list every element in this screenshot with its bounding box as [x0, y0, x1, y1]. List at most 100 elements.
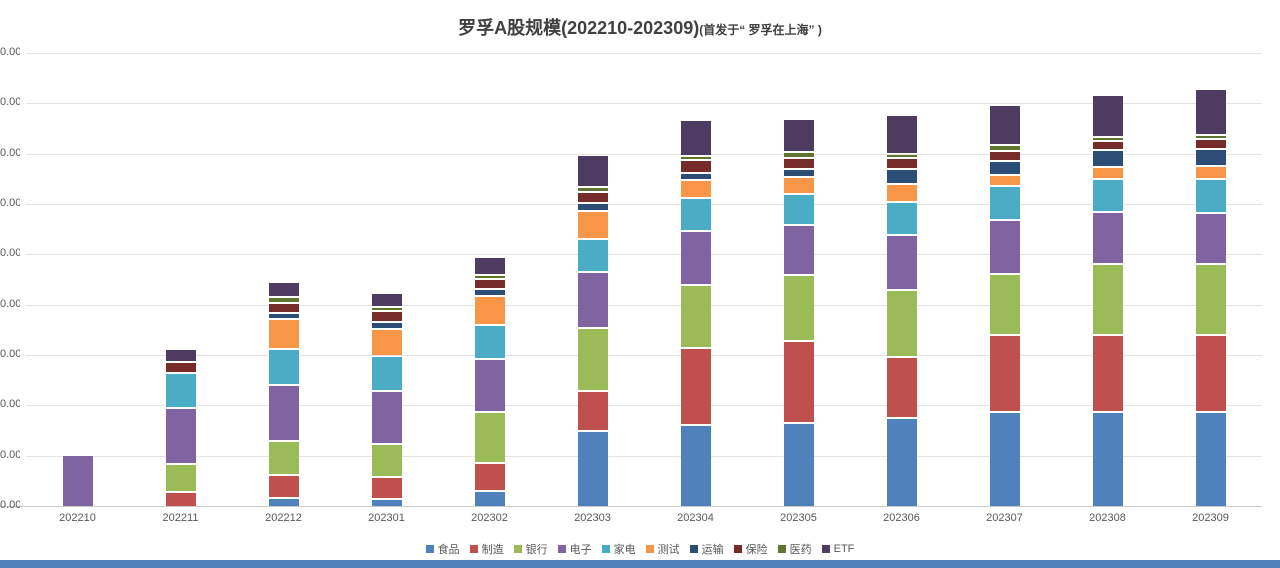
bar-segment-电子-202304[interactable] [680, 231, 711, 285]
bar-segment-银行-202301[interactable] [371, 445, 402, 476]
bar-segment-医药-202305[interactable] [783, 153, 814, 157]
stacked-bar-202301[interactable] [371, 293, 402, 506]
bar-segment-测试-202303[interactable] [577, 211, 608, 239]
bar-segment-ETF-202302[interactable] [474, 258, 505, 274]
bar-segment-电子-202306[interactable] [886, 235, 917, 290]
bar-segment-ETF-202304[interactable] [680, 120, 711, 155]
legend-item-制造[interactable]: 制造 [469, 541, 504, 557]
bar-segment-ETF-202306[interactable] [886, 116, 917, 153]
bar-segment-保险-202303[interactable] [577, 192, 608, 203]
legend-item-测试[interactable]: 测试 [645, 541, 680, 557]
bar-segment-银行-202309[interactable] [1195, 265, 1226, 335]
bar-segment-银行-202212[interactable] [268, 442, 299, 475]
bar-segment-医药-202303[interactable] [577, 188, 608, 191]
bar-segment-食品-202306[interactable] [886, 418, 917, 506]
bar-segment-制造-202302[interactable] [474, 463, 505, 491]
bar-segment-食品-202305[interactable] [783, 423, 814, 506]
bar-segment-电子-202308[interactable] [1092, 213, 1123, 264]
bar-segment-电子-202301[interactable] [371, 391, 402, 444]
bar-segment-运输-202212[interactable] [268, 314, 299, 318]
bar-segment-制造-202212[interactable] [268, 476, 299, 497]
bar-segment-保险-202211[interactable] [165, 362, 196, 372]
legend-item-银行[interactable]: 银行 [513, 541, 548, 557]
bar-segment-测试-202309[interactable] [1195, 167, 1226, 179]
bar-segment-运输-202305[interactable] [783, 170, 814, 177]
bar-segment-医药-202301[interactable] [371, 307, 402, 310]
bar-segment-保险-202302[interactable] [474, 280, 505, 289]
stacked-bar-202309[interactable] [1195, 90, 1226, 506]
bar-segment-银行-202306[interactable] [886, 291, 917, 357]
bar-segment-ETF-202301[interactable] [371, 293, 402, 306]
bar-segment-家电-202307[interactable] [989, 186, 1020, 219]
bar-segment-医药-202307[interactable] [989, 146, 1020, 150]
bar-segment-食品-202303[interactable] [577, 432, 608, 506]
bar-segment-家电-202304[interactable] [680, 198, 711, 230]
bar-segment-银行-202307[interactable] [989, 274, 1020, 334]
bar-segment-食品-202309[interactable] [1195, 412, 1226, 506]
bar-segment-保险-202301[interactable] [371, 311, 402, 322]
bar-segment-医药-202302[interactable] [474, 275, 505, 279]
bar-segment-电子-202212[interactable] [268, 386, 299, 441]
stacked-bar-202210[interactable] [62, 455, 93, 506]
bar-segment-电子-202210[interactable] [62, 455, 93, 506]
bar-segment-ETF-202305[interactable] [783, 119, 814, 152]
bar-segment-银行-202211[interactable] [165, 464, 196, 492]
legend-item-医药[interactable]: 医药 [777, 541, 812, 557]
stacked-bar-202307[interactable] [989, 106, 1020, 506]
bar-segment-电子-202302[interactable] [474, 359, 505, 411]
bar-segment-家电-202301[interactable] [371, 357, 402, 390]
bar-segment-电子-202305[interactable] [783, 226, 814, 275]
bar-segment-保险-202304[interactable] [680, 161, 711, 172]
bar-segment-医药-202308[interactable] [1092, 138, 1123, 140]
bar-segment-医药-202304[interactable] [680, 156, 711, 160]
bar-segment-家电-202303[interactable] [577, 240, 608, 271]
legend-item-食品[interactable]: 食品 [425, 541, 460, 557]
bar-segment-制造-202305[interactable] [783, 341, 814, 422]
bar-segment-ETF-202309[interactable] [1195, 90, 1226, 135]
bar-segment-保险-202309[interactable] [1195, 139, 1226, 149]
bar-segment-家电-202306[interactable] [886, 202, 917, 234]
bar-segment-制造-202308[interactable] [1092, 335, 1123, 411]
bar-segment-家电-202302[interactable] [474, 325, 505, 358]
legend-item-运输[interactable]: 运输 [689, 541, 724, 557]
bar-segment-食品-202304[interactable] [680, 426, 711, 506]
bar-segment-测试-202301[interactable] [371, 329, 402, 356]
bar-segment-电子-202303[interactable] [577, 272, 608, 327]
bar-segment-测试-202302[interactable] [474, 297, 505, 324]
bar-segment-ETF-202303[interactable] [577, 155, 608, 187]
bar-segment-银行-202304[interactable] [680, 286, 711, 347]
bar-segment-食品-202302[interactable] [474, 492, 505, 506]
stacked-bar-202212[interactable] [268, 282, 299, 506]
stacked-bar-202308[interactable] [1092, 96, 1123, 506]
legend-item-家电[interactable]: 家电 [601, 541, 636, 557]
bar-segment-制造-202306[interactable] [886, 358, 917, 417]
bar-segment-银行-202302[interactable] [474, 412, 505, 462]
bar-segment-银行-202303[interactable] [577, 328, 608, 390]
stacked-bar-202306[interactable] [886, 116, 917, 506]
bar-segment-测试-202305[interactable] [783, 178, 814, 194]
bar-segment-医药-202309[interactable] [1195, 136, 1226, 138]
bar-segment-保险-202305[interactable] [783, 158, 814, 169]
stacked-bar-202303[interactable] [577, 155, 608, 506]
legend-item-ETF[interactable]: ETF [821, 543, 854, 555]
bar-segment-运输-202304[interactable] [680, 173, 711, 179]
bar-segment-食品-202212[interactable] [268, 498, 299, 506]
bar-segment-家电-202211[interactable] [165, 373, 196, 407]
bar-segment-制造-202301[interactable] [371, 477, 402, 498]
bar-segment-电子-202309[interactable] [1195, 213, 1226, 264]
bar-segment-测试-202308[interactable] [1092, 167, 1123, 179]
bar-segment-测试-202212[interactable] [268, 319, 299, 349]
legend-item-电子[interactable]: 电子 [557, 541, 592, 557]
bar-segment-食品-202307[interactable] [989, 412, 1020, 506]
stacked-bar-202211[interactable] [165, 349, 196, 506]
bar-segment-制造-202304[interactable] [680, 349, 711, 424]
bar-segment-保险-202307[interactable] [989, 151, 1020, 161]
bar-segment-运输-202307[interactable] [989, 162, 1020, 174]
bar-segment-运输-202306[interactable] [886, 169, 917, 183]
bar-segment-家电-202212[interactable] [268, 350, 299, 385]
bar-segment-电子-202211[interactable] [165, 408, 196, 463]
bar-segment-ETF-202212[interactable] [268, 282, 299, 296]
stacked-bar-202305[interactable] [783, 119, 814, 506]
bar-segment-运输-202308[interactable] [1092, 150, 1123, 166]
bar-segment-测试-202306[interactable] [886, 184, 917, 201]
